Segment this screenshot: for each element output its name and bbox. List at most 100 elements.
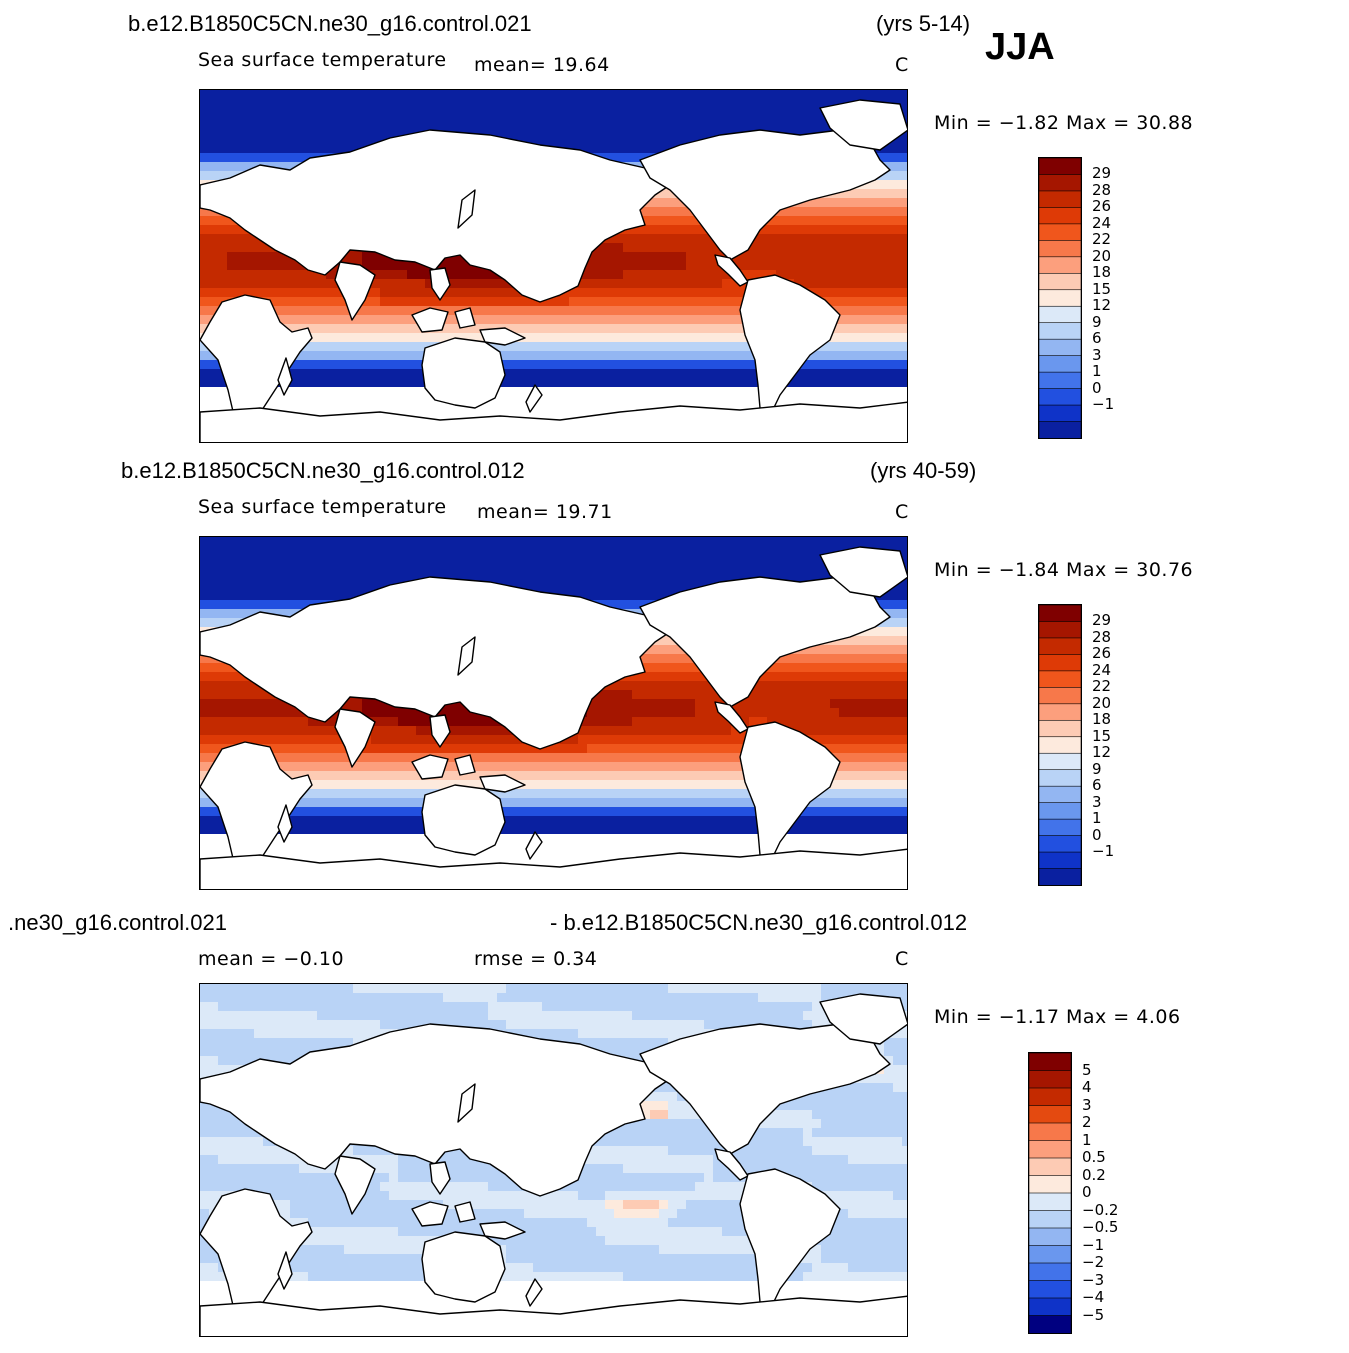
- field-cell: [659, 216, 669, 226]
- field-cell: [389, 537, 399, 547]
- field-cell: [470, 90, 480, 100]
- field-cell: [218, 252, 228, 262]
- field-cell: [398, 555, 408, 565]
- field-cell: [380, 306, 390, 316]
- field-cell: [371, 99, 381, 109]
- field-cell: [785, 126, 795, 136]
- field-cell: [254, 90, 264, 100]
- field-cell: [326, 135, 336, 145]
- field-cell: [713, 279, 723, 289]
- field-cell: [614, 708, 624, 718]
- field-cell: [713, 342, 723, 352]
- field-cell: [425, 396, 435, 406]
- field-cell: [209, 162, 219, 172]
- field-cell: [218, 555, 228, 565]
- field-cell: [893, 591, 903, 601]
- field-cell: [200, 252, 210, 262]
- field-cell: [776, 243, 786, 253]
- field-cell: [875, 315, 885, 325]
- field-cell: [299, 99, 309, 109]
- field-cell: [416, 537, 426, 547]
- field-cell: [209, 582, 219, 592]
- field-cell: [731, 369, 741, 379]
- field-cell: [353, 387, 363, 397]
- field-cell: [272, 717, 282, 727]
- field-cell: [641, 279, 651, 289]
- field-cell: [731, 387, 741, 397]
- field-cell: [902, 90, 907, 100]
- field-cell: [470, 108, 480, 118]
- field-cell: [218, 216, 228, 226]
- field-cell: [299, 726, 309, 736]
- field-cell: [344, 108, 354, 118]
- field-cell: [317, 144, 327, 154]
- field-cell: [803, 252, 813, 262]
- field-cell: [596, 333, 606, 343]
- field-cell: [713, 90, 723, 100]
- field-cell: [857, 537, 867, 547]
- field-cell: [623, 726, 633, 736]
- field-cell: [830, 225, 840, 235]
- field-cell: [479, 726, 489, 736]
- field-cell: [281, 405, 291, 415]
- field-cell: [317, 342, 327, 352]
- field-cell: [533, 555, 543, 565]
- field-cell: [254, 243, 264, 253]
- field-cell: [614, 573, 624, 583]
- field-cell: [389, 324, 399, 334]
- field-cell: [875, 234, 885, 244]
- field-cell: [200, 708, 210, 718]
- field-cell: [407, 405, 417, 415]
- field-cell: [551, 324, 561, 334]
- field-cell: [776, 225, 786, 235]
- field-cell: [641, 99, 651, 109]
- field-cell: [632, 396, 642, 406]
- field-cell: [686, 717, 696, 727]
- field-cell: [308, 144, 318, 154]
- field-cell: [686, 555, 696, 565]
- field-cell: [902, 216, 907, 226]
- field-cell: [263, 690, 273, 700]
- field-cell: [443, 708, 453, 718]
- field-cell: [794, 717, 804, 727]
- field-cell: [353, 396, 363, 406]
- field-cell: [353, 360, 363, 370]
- field-cell: [596, 537, 606, 547]
- field-cell: [560, 396, 570, 406]
- field-cell: [632, 270, 642, 280]
- field-cell: [560, 387, 570, 397]
- field-cell: [245, 117, 255, 127]
- field-cell: [218, 153, 228, 163]
- field-cell: [488, 99, 498, 109]
- field-cell: [560, 564, 570, 574]
- field-cell: [443, 717, 453, 727]
- field-cell: [425, 537, 435, 547]
- field-cell: [470, 717, 480, 727]
- field-cell: [659, 672, 669, 682]
- field-cell: [776, 663, 786, 673]
- field-cell: [632, 99, 642, 109]
- field-cell: [587, 342, 597, 352]
- field-cell: [821, 654, 831, 664]
- field-cell: [353, 369, 363, 379]
- field-cell: [371, 288, 381, 298]
- field-cell: [218, 99, 228, 109]
- field-cell: [902, 672, 907, 682]
- field-cell: [605, 378, 615, 388]
- field-cell: [812, 270, 822, 280]
- field-cell: [416, 99, 426, 109]
- field-cell: [578, 555, 588, 565]
- field-cell: [317, 396, 327, 406]
- field-cell: [578, 342, 588, 352]
- field-cell: [893, 333, 903, 343]
- field-cell: [722, 270, 732, 280]
- panel1-variable: Sea surface temperature: [198, 49, 447, 71]
- field-cell: [335, 351, 345, 361]
- field-cell: [704, 234, 714, 244]
- field-cell: [515, 351, 525, 361]
- field-cell: [866, 396, 876, 406]
- field-cell: [290, 306, 300, 316]
- field-cell: [389, 90, 399, 100]
- field-cell: [857, 699, 867, 709]
- field-cell: [263, 117, 273, 127]
